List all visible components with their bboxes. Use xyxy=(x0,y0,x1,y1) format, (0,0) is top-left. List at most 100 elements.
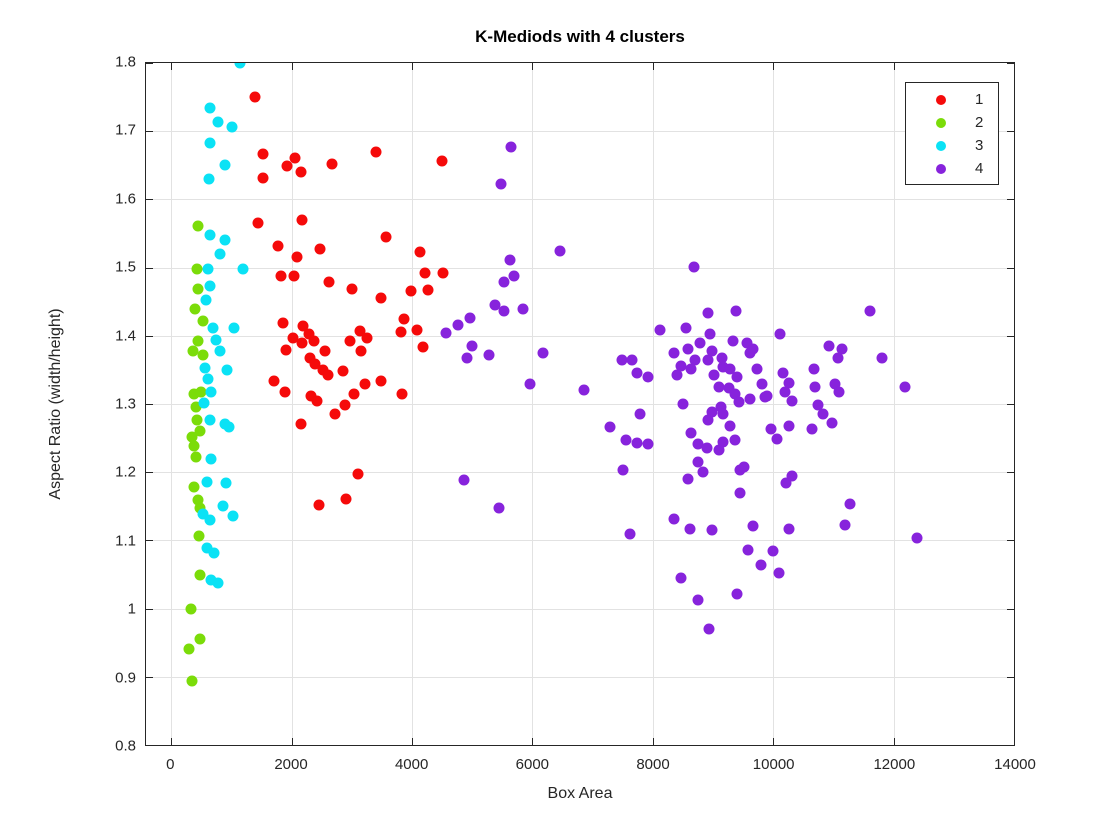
data-point-cluster-1 xyxy=(354,325,366,337)
legend-swatch-2 xyxy=(936,117,946,128)
data-point-cluster-4 xyxy=(730,305,742,317)
data-point-cluster-4 xyxy=(616,354,628,366)
data-point-cluster-4 xyxy=(692,456,704,468)
data-point-cluster-4 xyxy=(631,367,643,379)
data-point-cluster-2 xyxy=(186,675,198,687)
data-point-cluster-3 xyxy=(204,414,216,426)
data-point-cluster-4 xyxy=(452,319,464,331)
data-point-cluster-4 xyxy=(723,382,735,394)
x-tick-mark xyxy=(773,63,775,70)
data-point-cluster-4 xyxy=(779,386,791,398)
data-point-cluster-4 xyxy=(458,474,470,486)
data-point-cluster-4 xyxy=(620,434,632,446)
data-point-cluster-1 xyxy=(436,155,448,167)
data-point-cluster-4 xyxy=(751,363,763,375)
data-point-cluster-4 xyxy=(680,322,692,334)
data-point-cluster-3 xyxy=(198,397,210,409)
data-point-cluster-4 xyxy=(706,345,718,357)
data-point-cluster-1 xyxy=(329,408,341,420)
x-tick-label: 8000 xyxy=(636,756,670,773)
data-point-cluster-3 xyxy=(214,345,226,357)
data-point-cluster-4 xyxy=(642,371,654,383)
data-point-cluster-3 xyxy=(217,500,229,512)
y-tick-mark xyxy=(146,676,153,678)
data-point-cluster-4 xyxy=(844,498,856,510)
data-point-cluster-4 xyxy=(742,544,754,556)
data-point-cluster-4 xyxy=(517,303,529,315)
data-point-cluster-4 xyxy=(756,378,768,390)
x-tick-mark xyxy=(412,738,414,745)
data-point-cluster-2 xyxy=(192,220,204,232)
data-point-cluster-1 xyxy=(375,292,387,304)
legend-item-4: 4 xyxy=(906,157,998,180)
legend-label-3: 3 xyxy=(975,137,984,154)
data-point-cluster-3 xyxy=(202,263,214,275)
legend-label-1: 1 xyxy=(975,91,984,108)
data-point-cluster-4 xyxy=(765,423,777,435)
data-point-cluster-1 xyxy=(395,326,407,338)
legend: 1 2 3 4 xyxy=(905,82,999,185)
data-point-cluster-4 xyxy=(773,567,785,579)
y-tick-mark xyxy=(146,131,153,133)
data-point-cluster-3 xyxy=(207,322,219,334)
data-point-cluster-4 xyxy=(809,381,821,393)
data-point-cluster-1 xyxy=(344,335,356,347)
data-point-cluster-4 xyxy=(738,461,750,473)
data-point-cluster-4 xyxy=(826,417,838,429)
data-point-cluster-2 xyxy=(191,414,203,426)
legend-item-3: 3 xyxy=(906,134,998,157)
data-point-cluster-4 xyxy=(715,401,727,413)
x-tick-mark xyxy=(1014,63,1015,70)
y-tick-mark xyxy=(1007,540,1014,542)
data-point-cluster-1 xyxy=(275,270,287,282)
data-point-cluster-4 xyxy=(783,420,795,432)
y-tick-label: 1.3 xyxy=(115,395,136,413)
data-point-cluster-4 xyxy=(604,421,616,433)
y-tick-mark xyxy=(146,745,153,746)
data-point-cluster-1 xyxy=(323,276,335,288)
y-tick-label: 1.8 xyxy=(115,53,136,71)
y-tick-mark xyxy=(1007,676,1014,678)
data-point-cluster-4 xyxy=(537,347,549,359)
data-point-cluster-4 xyxy=(724,363,736,375)
data-point-cluster-4 xyxy=(808,363,820,375)
data-point-cluster-1 xyxy=(337,365,349,377)
data-point-cluster-3 xyxy=(199,362,211,374)
data-point-cluster-4 xyxy=(761,390,773,402)
data-point-cluster-1 xyxy=(257,172,269,184)
data-point-cluster-2 xyxy=(188,481,200,493)
x-tick-mark xyxy=(773,738,775,745)
y-gridline xyxy=(146,608,1014,610)
data-point-cluster-2 xyxy=(194,569,206,581)
data-point-cluster-3 xyxy=(204,229,216,241)
data-point-cluster-4 xyxy=(911,532,923,544)
chart-title: K-Mediods with 4 clusters xyxy=(475,27,685,46)
y-tick-mark xyxy=(1007,131,1014,133)
legend-label-4: 4 xyxy=(975,160,984,177)
data-point-cluster-1 xyxy=(370,146,382,158)
data-point-cluster-4 xyxy=(717,436,729,448)
data-point-cluster-3 xyxy=(204,137,216,149)
data-point-cluster-4 xyxy=(498,276,510,288)
data-point-cluster-1 xyxy=(355,345,367,357)
y-tick-mark xyxy=(146,199,153,201)
legend-item-2: 2 xyxy=(906,111,998,134)
data-point-cluster-4 xyxy=(634,408,646,420)
data-point-cluster-1 xyxy=(305,390,317,402)
x-tick-mark xyxy=(652,63,654,70)
data-point-cluster-1 xyxy=(287,332,299,344)
x-tick-label: 6000 xyxy=(515,756,550,773)
data-point-cluster-2 xyxy=(190,451,202,462)
y-tick-mark xyxy=(146,404,153,405)
data-point-cluster-4 xyxy=(498,305,510,317)
data-point-cluster-3 xyxy=(197,508,209,520)
data-point-cluster-3 xyxy=(221,364,233,376)
legend-item-1: 1 xyxy=(906,88,998,111)
data-point-cluster-4 xyxy=(780,477,792,489)
data-point-cluster-4 xyxy=(839,519,851,531)
data-point-cluster-1 xyxy=(437,267,449,279)
data-point-cluster-4 xyxy=(876,352,888,364)
y-tick-mark xyxy=(146,63,153,64)
x-tick-mark xyxy=(652,738,654,745)
data-point-cluster-1 xyxy=(279,386,291,398)
